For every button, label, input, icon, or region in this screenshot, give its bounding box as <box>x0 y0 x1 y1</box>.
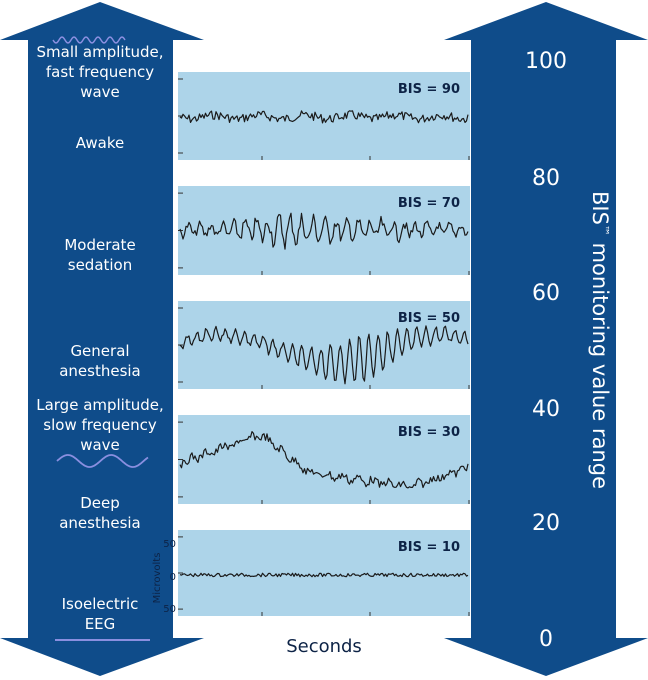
panel-background <box>178 415 470 504</box>
label-line: Deep <box>80 494 120 512</box>
x-axis-label: Seconds <box>286 636 362 657</box>
microvolts-tick-bottom: 50 <box>163 604 176 615</box>
right-axis-title-bis: BIS <box>588 191 612 225</box>
label-line: fast frequency <box>46 63 154 81</box>
bis-value-label: BIS = 50 <box>398 311 460 326</box>
label-line: anesthesia <box>59 362 141 380</box>
bis-value-label: BIS = 70 <box>398 196 460 211</box>
bis-scale-value: 80 <box>532 166 560 191</box>
label-awake: Awake <box>76 134 125 152</box>
label-line: wave <box>80 83 120 101</box>
bis-scale-value: 0 <box>539 627 553 652</box>
eeg-trace <box>179 212 469 250</box>
label-line: General <box>70 342 129 360</box>
bis-value-label: BIS = 10 <box>398 540 460 555</box>
eeg-panel-3: BIS = 50 <box>178 301 470 389</box>
eeg-trace <box>179 110 469 124</box>
eeg-panel-1: BIS = 90 <box>178 72 470 160</box>
eeg-trace <box>179 325 469 385</box>
eeg-panel-5: BIS = 10 <box>178 530 470 616</box>
bis-value-label: BIS = 30 <box>398 425 460 440</box>
eeg-trace <box>179 431 469 489</box>
microvolts-tick-top: 50 <box>163 539 176 550</box>
left-labels: Small amplitude, fast frequency wave Awake M… <box>36 43 164 633</box>
label-large: Large amplitude, slow frequency wave <box>36 396 164 454</box>
right-double-arrow <box>444 2 648 676</box>
panel-background <box>178 186 470 275</box>
microvolts-axis-label: Microvolts <box>152 553 163 604</box>
panel-background <box>178 530 470 616</box>
microvolts-tick-mid: 0 <box>170 572 176 583</box>
small-fast-wave-icon <box>52 36 126 44</box>
label-line: anesthesia <box>59 514 141 532</box>
label-line: Awake <box>76 134 125 152</box>
label-moderate: Moderate sedation <box>64 236 135 274</box>
right-axis-title: BIS™ monitoring value range <box>588 191 612 489</box>
eeg-trace <box>179 572 469 578</box>
eeg-panel-4: BIS = 30 <box>178 415 470 504</box>
right-axis-values: 100 80 60 40 20 0 <box>525 49 567 652</box>
right-axis-title-tm: ™ <box>598 225 611 236</box>
bis-value-label: BIS = 90 <box>398 82 460 97</box>
label-line: wave <box>80 436 120 454</box>
label-line: Isoelectric <box>62 595 139 613</box>
bis-scale-value: 40 <box>532 397 560 422</box>
label-small: Small amplitude, fast frequency wave <box>37 43 164 101</box>
large-slow-wave-icon <box>56 454 149 468</box>
right-axis-title-rest: monitoring value range <box>588 236 612 489</box>
label-line: Moderate <box>64 236 135 254</box>
eeg-panels: BIS = 90 BIS = 70 BIS = 50 BIS = 30 BIS = 10 <box>178 72 470 616</box>
label-line: Small amplitude, <box>37 43 164 61</box>
label-line: EEG <box>85 615 116 633</box>
label-deep: Deep anesthesia <box>59 494 141 532</box>
label-line: sedation <box>68 256 133 274</box>
left-double-arrow <box>0 2 204 676</box>
bis-scale-value: 60 <box>532 281 560 306</box>
eeg-panel-2: BIS = 70 <box>178 186 470 275</box>
bis-scale-value: 20 <box>532 511 560 536</box>
label-iso: Isoelectric EEG <box>62 595 139 633</box>
bis-scale-value: 100 <box>525 49 567 74</box>
label-general: General anesthesia <box>59 342 141 380</box>
label-line: Large amplitude, <box>36 396 164 414</box>
label-line: slow frequency <box>43 416 157 434</box>
